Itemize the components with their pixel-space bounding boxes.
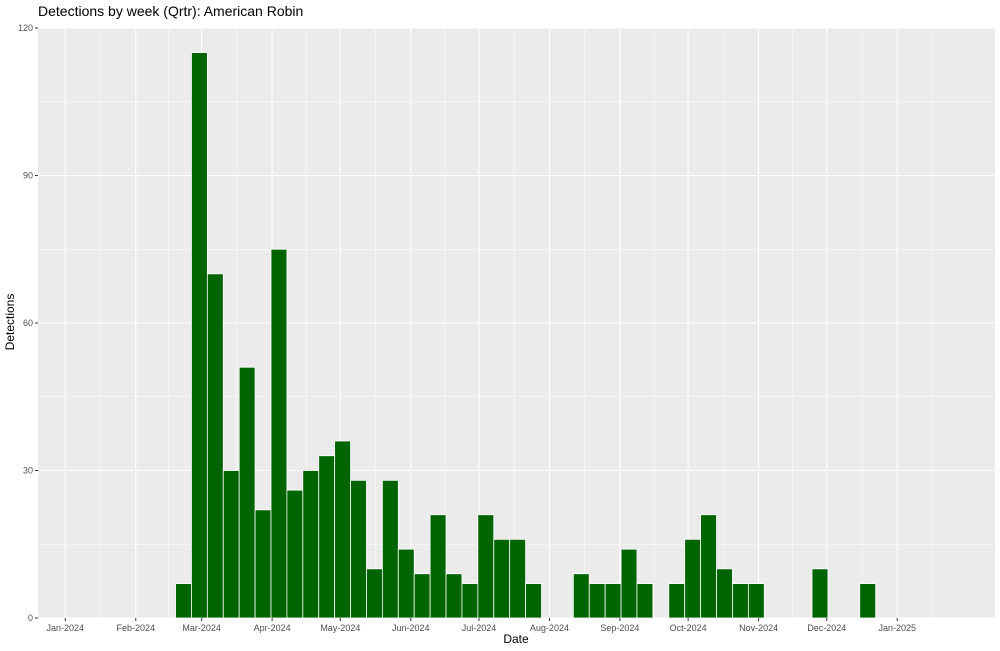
- y-axis-title: Detections: [3, 294, 17, 351]
- bar: [222, 470, 240, 619]
- x-tick-label: Jun-2024: [392, 623, 430, 633]
- bar: [334, 440, 351, 619]
- x-tick-label: Apr-2024: [254, 623, 291, 633]
- bar: [509, 538, 526, 619]
- bar: [859, 583, 877, 619]
- y-tick-label: 30: [23, 466, 33, 476]
- bar: [381, 479, 399, 619]
- x-tick-label: Aug-2024: [530, 623, 569, 633]
- y-tick-label: 60: [23, 318, 33, 328]
- bar: [716, 568, 733, 619]
- bar: [525, 583, 542, 619]
- bar: [604, 583, 622, 619]
- x-tick-label: Nov-2024: [739, 623, 778, 633]
- y-tick-label: 120: [18, 23, 33, 33]
- bar: [254, 509, 272, 619]
- chart-title: Detections by week (Qrtr): American Robi…: [38, 3, 303, 19]
- bar: [238, 366, 256, 619]
- bar: [572, 573, 590, 619]
- bar: [811, 568, 829, 619]
- bar: [620, 548, 638, 619]
- x-tick-label: Jul-2024: [462, 623, 497, 633]
- bar: [700, 514, 717, 619]
- bar: [413, 573, 431, 619]
- x-axis-title: Date: [503, 632, 529, 646]
- x-tick-label: Feb-2024: [116, 623, 155, 633]
- x-tick-label: May-2024: [320, 623, 360, 633]
- y-tick-label: 0: [28, 613, 33, 623]
- bar: [206, 273, 224, 619]
- y-tick-label: 90: [23, 171, 33, 181]
- bar: [350, 479, 367, 619]
- bar: [366, 568, 383, 619]
- bar: [588, 583, 606, 619]
- bars-group: [175, 52, 877, 619]
- x-tick-label: Sep-2024: [600, 623, 639, 633]
- bar: [286, 489, 304, 619]
- bar: [270, 248, 288, 619]
- bar: [445, 573, 463, 619]
- bar: [397, 548, 415, 619]
- bar: [636, 583, 654, 619]
- bar: [318, 455, 336, 619]
- bar: [429, 514, 447, 619]
- bar: [668, 583, 686, 619]
- bar: [175, 583, 192, 619]
- bar: [461, 583, 479, 619]
- x-tick-label: Dec-2024: [807, 623, 846, 633]
- x-tick-label: Mar-2024: [182, 623, 221, 633]
- bar: [477, 514, 495, 619]
- bar: [191, 52, 208, 619]
- x-axis: Jan-2024 Feb-2024 Mar-2024 Apr-2024 May-2024…: [47, 618, 916, 633]
- bar: [493, 538, 511, 619]
- bar: [732, 583, 749, 619]
- x-tick-label: Jan-2024: [47, 623, 85, 633]
- x-tick-label: Oct-2024: [670, 623, 707, 633]
- bar: [747, 583, 765, 619]
- y-axis: 0 30 60 90 120: [18, 23, 38, 623]
- x-tick-label: Jan-2025: [878, 623, 916, 633]
- bar: [302, 470, 320, 619]
- bar: [684, 538, 702, 619]
